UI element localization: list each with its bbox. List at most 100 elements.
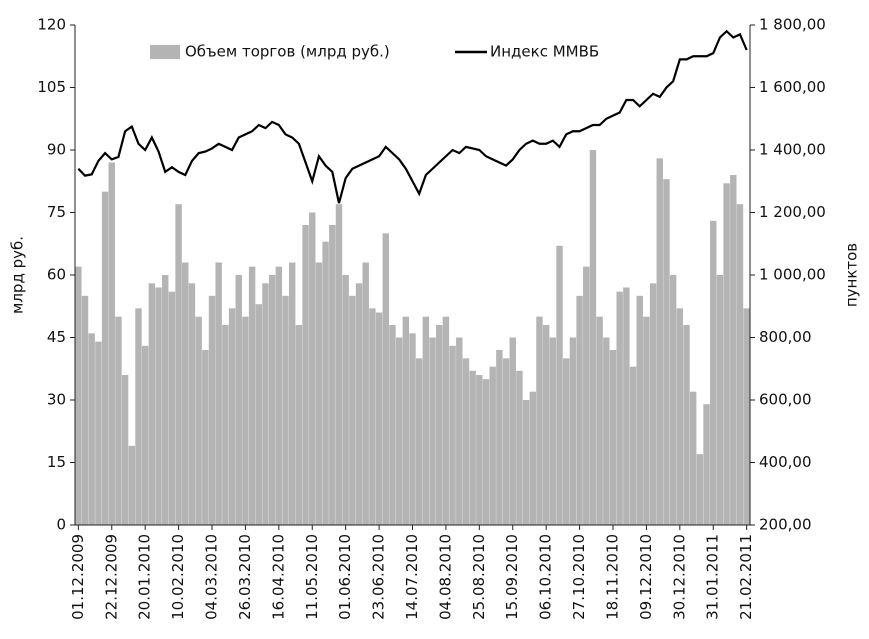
- bar: [669, 275, 677, 525]
- y2-tick-label: 600,00: [759, 391, 812, 409]
- bar: [723, 183, 730, 526]
- bar: [88, 333, 95, 525]
- bar: [489, 366, 496, 525]
- bar: [302, 225, 309, 525]
- y2-tick-label: 800,00: [759, 328, 812, 346]
- legend-label: Индекс ММВБ: [490, 43, 599, 61]
- bar: [649, 283, 657, 525]
- bar: [529, 391, 537, 525]
- x-tick-label: 25.08.2010: [470, 534, 488, 620]
- y-tick-label: 90: [47, 141, 66, 159]
- bar: [81, 295, 89, 525]
- bar: [542, 325, 550, 525]
- bar: [676, 308, 684, 525]
- bar: [329, 225, 336, 525]
- bar: [696, 454, 704, 525]
- bar: [616, 291, 623, 525]
- bar: [121, 375, 129, 525]
- x-tick-label: 04.03.2010: [203, 534, 221, 620]
- bar: [462, 358, 470, 525]
- y2-tick-label: 1 200,00: [759, 203, 826, 221]
- x-tick-label: 01.06.2010: [336, 534, 354, 620]
- bar: [95, 341, 102, 525]
- y-tick-label: 60: [47, 266, 66, 284]
- bar: [502, 358, 510, 525]
- bar: [643, 316, 650, 525]
- bar: [369, 308, 376, 525]
- bar: [395, 337, 403, 525]
- bar: [349, 295, 356, 525]
- y-tick-label: 75: [47, 203, 66, 221]
- bar: [135, 308, 142, 525]
- bar: [710, 220, 717, 526]
- bar: [730, 175, 737, 525]
- legend-label: Объем торгов (млрд руб.): [185, 43, 390, 61]
- bar: [202, 350, 209, 525]
- x-tick-label: 23.06.2010: [370, 534, 388, 620]
- bar: [743, 308, 750, 525]
- bar: [476, 375, 483, 525]
- bar: [536, 316, 543, 525]
- x-tick-label: 04.08.2010: [436, 534, 454, 620]
- bar: [623, 287, 630, 525]
- bar: [182, 262, 189, 525]
- x-tick-label: 15.09.2010: [503, 534, 521, 620]
- bar: [262, 283, 269, 525]
- y-tick-label: 30: [47, 391, 66, 409]
- bar: [449, 345, 456, 525]
- bar: [636, 295, 643, 525]
- bar: [469, 370, 476, 525]
- bar: [583, 266, 590, 525]
- bar: [569, 337, 577, 525]
- bar: [382, 233, 389, 526]
- bar: [128, 445, 136, 525]
- bar: [516, 370, 523, 525]
- bar: [429, 337, 436, 525]
- bar: [242, 316, 249, 525]
- y2-tick-label: 1 800,00: [759, 16, 826, 34]
- bar: [268, 275, 276, 525]
- x-tick-label: 09.12.2010: [637, 534, 655, 620]
- bar: [108, 162, 115, 525]
- bar: [208, 295, 216, 525]
- bar: [656, 158, 663, 526]
- bar: [148, 283, 156, 525]
- x-tick-label: 31.01.2011: [704, 534, 722, 620]
- bar: [482, 379, 490, 525]
- bar: [436, 325, 443, 525]
- x-tick-label: 21.02.2011: [737, 534, 755, 620]
- bar: [683, 325, 690, 525]
- y2-axis-label: пунктов: [843, 243, 861, 307]
- bar: [335, 204, 343, 525]
- bar: [736, 204, 744, 525]
- bar: [603, 337, 610, 525]
- x-tick-label: 27.10.2010: [570, 534, 588, 620]
- y-tick-label: 105: [37, 78, 66, 96]
- x-tick-label: 06.10.2010: [537, 534, 555, 620]
- bar: [703, 404, 710, 525]
- y-tick-label: 120: [37, 16, 66, 34]
- y2-tick-label: 200,00: [759, 516, 812, 534]
- bar: [248, 266, 256, 525]
- bar: [549, 337, 557, 525]
- bar: [215, 262, 222, 525]
- bar: [596, 316, 603, 525]
- bar: [496, 350, 503, 525]
- bar: [295, 325, 303, 525]
- bar: [155, 287, 162, 525]
- bar: [589, 150, 597, 525]
- bar: [162, 275, 169, 525]
- bar: [228, 308, 236, 525]
- bar: [422, 316, 430, 525]
- bar: [188, 283, 196, 525]
- y-axis-label: млрд руб.: [9, 236, 27, 314]
- bar: [342, 275, 349, 525]
- y2-tick-label: 1 600,00: [759, 78, 826, 96]
- bar: [101, 191, 109, 525]
- y-tick-label: 15: [47, 453, 66, 471]
- x-tick-label: 18.11.2010: [603, 534, 621, 620]
- bar: [609, 350, 617, 525]
- x-tick-label: 10.02.2010: [169, 534, 187, 620]
- legend-swatch: [150, 45, 180, 59]
